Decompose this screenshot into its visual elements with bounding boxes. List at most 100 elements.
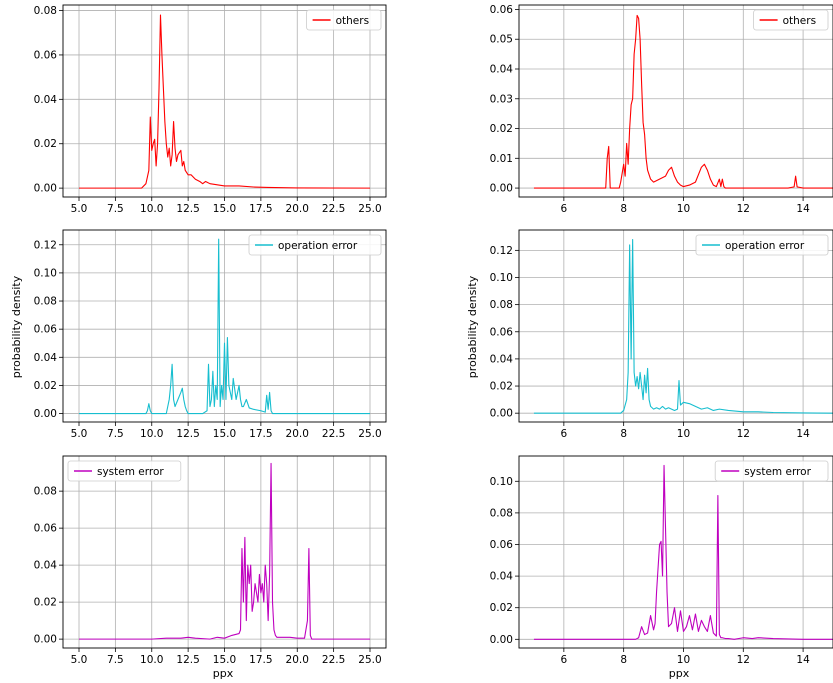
y-tick-label: 0.10	[490, 476, 513, 488]
x-tick-label: 17.5	[249, 428, 272, 440]
subplot-right-operation-error: 6 8 10 12 14 0.00 0.02 0.04 0.06 0.08 0.10 0.12 oper…	[490, 229, 833, 440]
y-tick-label: 0.10	[34, 267, 57, 279]
y-tick-label: 0.08	[34, 486, 57, 498]
series-line-right-system-error	[533, 464, 833, 640]
subplot-left-system-error: 5.0 7.5 10.0 12.5 15.0 17.5 20.0 22.5 25.0 0.00 0.…	[34, 455, 387, 666]
x-tick-label: 6	[561, 203, 568, 215]
x-tick-label: 7.5	[107, 654, 124, 666]
y-tick-label: 0.00	[34, 408, 57, 420]
axes-frame	[518, 4, 833, 198]
legend-right-system-error: system error	[714, 460, 829, 482]
x-tick-label: 25.0	[358, 654, 381, 666]
y-tick-label: 0.02	[34, 380, 57, 392]
x-tick-label: 5.0	[71, 654, 88, 666]
y-tick-label: 0.00	[490, 183, 513, 195]
xlabel-left: ppx	[213, 667, 234, 680]
x-tick-label: 15.0	[213, 428, 236, 440]
subplot-right-others: 6 8 10 12 14 0.00 0.01 0.02 0.03 0.04 0.05 0.06 othe…	[490, 4, 833, 215]
legend-box	[67, 460, 182, 482]
y-tick-label: 0.02	[490, 602, 513, 614]
x-tick-label: 12.5	[176, 203, 199, 215]
x-tick-label: 14	[796, 428, 810, 440]
y-tick-label: 0.10	[490, 272, 513, 284]
y-tick-label: 0.08	[490, 299, 513, 311]
x-tick-label: 10.0	[140, 203, 163, 215]
legend-left-system-error: system error	[67, 460, 182, 482]
x-tick-label: 22.5	[322, 428, 345, 440]
y-tick-label: 0.05	[490, 34, 513, 46]
legend-right-operation-error: operation error	[695, 234, 829, 256]
series-line-left-others	[79, 14, 371, 189]
subplot-left-others: 5.0 7.5 10.0 12.5 15.0 17.5 20.0 22.5 25.0 0.00 0.…	[34, 4, 387, 215]
legend-left-others: others	[306, 9, 382, 31]
legend-box	[306, 9, 382, 31]
x-tick-label: 15.0	[213, 654, 236, 666]
y-tick-label: 0.02	[34, 597, 57, 609]
x-tick-label: 22.5	[322, 203, 345, 215]
y-tick-label: 0.00	[34, 634, 57, 646]
legend-label: system error	[97, 466, 164, 478]
x-tick-label: 12	[737, 428, 750, 440]
x-tick-label: 14	[796, 203, 810, 215]
y-tick-label: 0.06	[34, 324, 58, 336]
x-tick-label: 7.5	[107, 428, 124, 440]
x-tick-label: 22.5	[322, 654, 345, 666]
x-tick-label: 14	[796, 654, 810, 666]
subplot-right-system-error: 6 8 10 12 14 0.00 0.02 0.04 0.06 0.08 0.10 system e…	[490, 455, 833, 666]
x-tick-label: 7.5	[107, 203, 124, 215]
y-tick-label: 0.04	[34, 352, 58, 364]
subplot-left-operation-error: 5.0 7.5 10.0 12.5 15.0 17.5 20.0 22.5 25.0 0.00 0.…	[34, 229, 387, 440]
y-tick-label: 0.06	[490, 4, 514, 16]
y-tick-label: 0.06	[490, 326, 514, 338]
y-tick-label: 0.02	[490, 381, 513, 393]
y-tick-label: 0.01	[490, 153, 513, 165]
x-tick-label: 12.5	[176, 654, 199, 666]
subplot-grid: 5.0 7.5 10.0 12.5 15.0 17.5 20.0 22.5 25.0 0.00 0.…	[34, 4, 833, 666]
legend-label: operation error	[278, 240, 358, 252]
x-tick-label: 12.5	[176, 428, 199, 440]
axes-frame	[518, 229, 833, 423]
x-tick-label: 20.0	[286, 203, 309, 215]
y-tick-label: 0.02	[34, 138, 57, 150]
series-line-right-operation-error	[533, 238, 833, 414]
legend-label: operation error	[725, 240, 805, 252]
legend-box	[695, 234, 829, 256]
y-tick-label: 0.08	[34, 5, 57, 17]
y-tick-label: 0.00	[34, 183, 57, 195]
legend-label: system error	[744, 466, 811, 478]
x-tick-label: 10.0	[140, 654, 163, 666]
x-tick-label: 5.0	[71, 428, 88, 440]
y-tick-label: 0.08	[34, 296, 57, 308]
ylabel-right: probability density	[466, 275, 479, 378]
x-tick-label: 25.0	[358, 428, 381, 440]
x-tick-label: 25.0	[358, 203, 381, 215]
x-tick-label: 10	[677, 654, 690, 666]
y-tick-label: 0.00	[490, 408, 513, 420]
y-tick-label: 0.03	[490, 93, 513, 105]
series-line-right-others	[533, 14, 833, 189]
legend-label: others	[783, 15, 816, 27]
legend-box	[714, 460, 829, 482]
x-tick-label: 12	[737, 654, 750, 666]
y-tick-label: 0.06	[34, 523, 58, 535]
legend-box	[753, 9, 829, 31]
x-tick-label: 12	[737, 203, 750, 215]
legend-left-operation-error: operation error	[248, 234, 382, 256]
y-tick-label: 0.06	[34, 49, 58, 61]
y-tick-label: 0.04	[490, 353, 514, 365]
y-tick-label: 0.00	[490, 634, 513, 646]
x-tick-label: 10.0	[140, 428, 163, 440]
y-tick-label: 0.08	[490, 507, 513, 519]
x-tick-label: 20.0	[286, 428, 309, 440]
series-line-left-operation-error	[79, 238, 370, 415]
y-tick-label: 0.12	[34, 239, 57, 251]
x-tick-label: 6	[561, 654, 568, 666]
x-tick-label: 15.0	[213, 203, 236, 215]
x-tick-label: 8	[620, 203, 627, 215]
x-tick-label: 8	[620, 654, 627, 666]
y-tick-label: 0.02	[490, 123, 513, 135]
y-tick-label: 0.04	[34, 94, 58, 106]
y-tick-label: 0.04	[34, 560, 58, 572]
